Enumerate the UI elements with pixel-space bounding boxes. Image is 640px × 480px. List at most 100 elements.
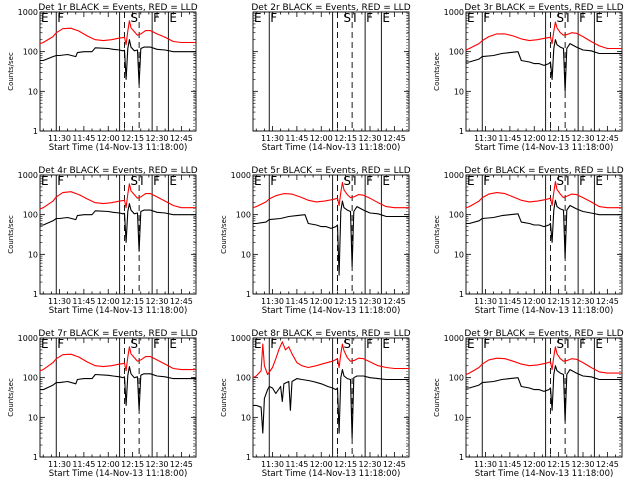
interval-marker-f: F	[366, 174, 373, 188]
interval-marker-f: F	[153, 174, 160, 188]
interval-marker-f: F	[483, 337, 490, 351]
events-series-line	[253, 200, 409, 276]
panel-title: Det 7r BLACK = Events, RED = LLD	[38, 329, 197, 339]
panel-title: Det 3r BLACK = Events, RED = LLD	[464, 3, 623, 13]
events-series-line	[253, 369, 409, 439]
x-axis-label: Start Time (14-Nov-13 11:18:00)	[475, 469, 614, 479]
y-tick-label: 1	[33, 127, 38, 136]
y-tick-label: 1	[33, 453, 38, 462]
interval-marker-e: E	[595, 11, 603, 25]
interval-marker-e: E	[169, 174, 177, 188]
x-tick-label: 12:45	[170, 134, 193, 143]
x-tick-label: 12:00	[523, 460, 546, 469]
y-tick-label: 1000	[231, 171, 251, 180]
interval-marker-e: E	[467, 174, 475, 188]
interval-marker-s: S	[556, 337, 564, 351]
x-tick-label: 11:45	[498, 134, 521, 143]
x-tick-label: 12:15	[121, 460, 144, 469]
x-tick-label: 12:45	[383, 134, 406, 143]
x-axis-label: Start Time (14-Nov-13 11:18:00)	[49, 143, 188, 153]
x-tick-label: 12:00	[523, 297, 546, 306]
lld-series-line	[252, 341, 409, 379]
lld-series-line	[39, 183, 196, 210]
x-tick-label: 11:45	[72, 297, 95, 306]
x-tick-label: 11:45	[72, 134, 95, 143]
interval-marker-e: E	[467, 11, 475, 25]
x-tick-label: 12:00	[97, 460, 120, 469]
y-tick-label: 100	[449, 48, 464, 57]
x-tick-label: 12:15	[334, 460, 357, 469]
interval-marker-e: E	[382, 337, 390, 351]
x-axis-label: Start Time (14-Nov-13 11:18:00)	[475, 143, 614, 153]
interval-marker-f: F	[270, 337, 277, 351]
interval-marker-f: F	[57, 11, 64, 25]
events-series-line	[466, 365, 622, 422]
interval-marker-s: S	[556, 11, 564, 25]
interval-marker-e: E	[254, 174, 262, 188]
interval-marker-f: F	[579, 174, 586, 188]
x-tick-label: 11:45	[285, 297, 308, 306]
x-tick-label: 12:15	[121, 297, 144, 306]
interval-marker-f: F	[57, 174, 64, 188]
x-axis-label: Start Time (14-Nov-13 11:18:00)	[262, 469, 401, 479]
plot-frame	[39, 11, 197, 132]
interval-marker-i: I	[353, 11, 357, 25]
x-tick-label: 11:45	[285, 460, 308, 469]
panel-title: Det 9r BLACK = Events, RED = LLD	[464, 329, 623, 339]
events-series-line	[40, 203, 196, 252]
x-tick-label: 12:45	[596, 460, 619, 469]
y-axis-label: Counts/sec	[433, 52, 441, 91]
interval-marker-s: S	[130, 174, 138, 188]
x-tick-label: 12:15	[334, 297, 357, 306]
y-tick-label: 100	[23, 374, 38, 383]
x-tick-label: 11:30	[48, 297, 71, 306]
x-tick-label: 12:45	[596, 134, 619, 143]
y-tick-label: 1000	[231, 334, 251, 343]
x-tick-label: 12:45	[170, 297, 193, 306]
interval-marker-f: F	[366, 11, 373, 25]
x-tick-label: 12:30	[571, 134, 594, 143]
x-tick-label: 11:30	[261, 460, 284, 469]
panel-title: Det 2r BLACK = Events, RED = LLD	[251, 3, 410, 13]
interval-marker-e: E	[382, 11, 390, 25]
interval-marker-e: E	[595, 337, 603, 351]
y-tick-label: 1000	[444, 334, 464, 343]
y-tick-label: 1	[246, 453, 251, 462]
x-tick-label: 12:45	[383, 460, 406, 469]
x-tick-label: 12:15	[547, 460, 570, 469]
x-axis-label: Start Time (14-Nov-13 11:18:00)	[475, 306, 614, 316]
interval-marker-e: E	[595, 174, 603, 188]
y-tick-label: 10	[28, 413, 38, 422]
x-tick-label: 12:30	[145, 134, 168, 143]
y-tick-label: 1	[459, 290, 464, 299]
interval-marker-f: F	[270, 174, 277, 188]
plot-frame	[39, 174, 197, 295]
interval-marker-i: I	[566, 174, 570, 188]
y-tick-label: 1000	[444, 171, 464, 180]
events-series-line	[40, 366, 196, 411]
interval-marker-s: S	[556, 174, 564, 188]
y-tick-label: 10	[454, 413, 464, 422]
interval-marker-f: F	[366, 337, 373, 351]
y-axis-label: Counts/sec	[7, 52, 15, 91]
interval-marker-i: I	[140, 174, 144, 188]
y-tick-label: 100	[236, 374, 251, 383]
lld-series-line	[39, 20, 196, 46]
plot-frame	[252, 337, 410, 458]
lld-series-line	[39, 346, 196, 372]
y-axis-label: Counts/sec	[7, 215, 15, 254]
interval-marker-s: S	[343, 11, 351, 25]
interval-marker-f: F	[57, 337, 64, 351]
y-tick-label: 1	[459, 127, 464, 136]
x-tick-label: 11:30	[48, 460, 71, 469]
lld-series-line	[465, 181, 622, 209]
interval-marker-e: E	[467, 337, 475, 351]
x-axis-label: Start Time (14-Nov-13 11:18:00)	[262, 306, 401, 316]
x-tick-label: 12:30	[358, 297, 381, 306]
interval-marker-s: S	[343, 337, 351, 351]
x-tick-label: 11:30	[261, 134, 284, 143]
x-tick-label: 12:00	[310, 460, 333, 469]
